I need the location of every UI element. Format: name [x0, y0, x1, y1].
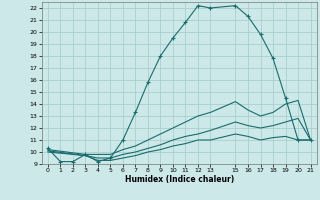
X-axis label: Humidex (Indice chaleur): Humidex (Indice chaleur) — [124, 175, 234, 184]
